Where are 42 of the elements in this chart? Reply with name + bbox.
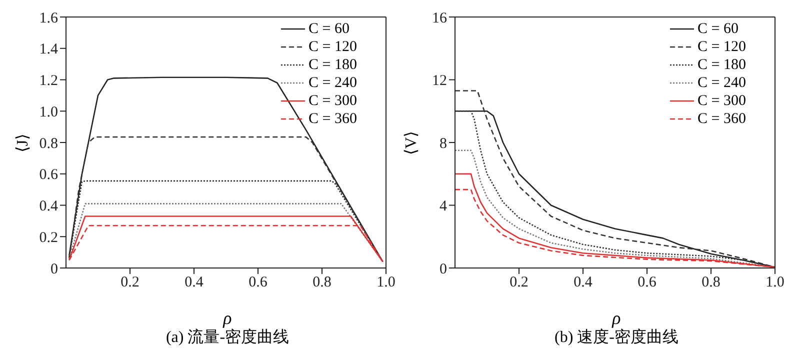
legend-label: C = 300 bbox=[698, 92, 746, 110]
y-tick-label: 0 bbox=[50, 261, 58, 278]
y-tick-label: 0.8 bbox=[39, 136, 58, 152]
x-tick-label: 0.4 bbox=[184, 274, 204, 291]
legend-label: C = 120 bbox=[698, 38, 746, 56]
y-tick-label: 12 bbox=[432, 73, 447, 90]
legend-label: C = 60 bbox=[698, 20, 738, 38]
y-tick-label: 16 bbox=[432, 10, 448, 26]
x-tick-label: 0.2 bbox=[510, 274, 528, 291]
y-tick-label: 1.2 bbox=[39, 73, 58, 90]
y-tick-label: 0.2 bbox=[39, 230, 58, 246]
text: (a) 流量-密度曲线 bbox=[164, 328, 290, 348]
legend-label: C = 300 bbox=[308, 92, 357, 110]
y-tick-label: 1.6 bbox=[39, 10, 58, 26]
x-tick-label: 1.0 bbox=[376, 274, 396, 291]
legend-label: C = 120 bbox=[308, 38, 357, 56]
x-tick-label: 0.6 bbox=[248, 274, 268, 291]
x-tick-label: 0.8 bbox=[702, 274, 720, 291]
legend-label: C = 180 bbox=[698, 56, 746, 74]
y-axis-title: ⟨V⟩ bbox=[402, 130, 421, 158]
x-axis-title: ρ bbox=[610, 308, 622, 328]
y-tick-label: 4 bbox=[440, 198, 448, 215]
legend-label: C = 180 bbox=[308, 56, 357, 74]
y-tick-label: 1.0 bbox=[39, 104, 58, 120]
y-axis-title: ⟨J⟩ bbox=[13, 132, 32, 154]
x-tick-label: 1.0 bbox=[766, 274, 784, 291]
x-tick-label: 0.2 bbox=[120, 274, 140, 291]
y-tick-label: 0.4 bbox=[39, 198, 58, 215]
legend-label: C = 360 bbox=[698, 110, 746, 128]
x-tick-label: 0.8 bbox=[312, 274, 332, 291]
legend-label: C = 60 bbox=[308, 20, 350, 38]
y-tick-label: 8 bbox=[440, 136, 447, 152]
legend-label: C = 240 bbox=[698, 74, 746, 92]
text: (b) 速度-密度曲线 bbox=[554, 328, 680, 348]
x-axis-title: ρ bbox=[222, 308, 233, 328]
y-tick-label: 1.4 bbox=[39, 42, 58, 58]
y-tick-label: 0.6 bbox=[39, 167, 58, 184]
x-tick-label: 0.4 bbox=[574, 274, 593, 291]
y-tick-label: 0 bbox=[440, 261, 447, 278]
legend-label: C = 240 bbox=[308, 74, 357, 92]
legend-label: C = 360 bbox=[308, 110, 357, 128]
x-tick-label: 0.6 bbox=[638, 274, 657, 291]
